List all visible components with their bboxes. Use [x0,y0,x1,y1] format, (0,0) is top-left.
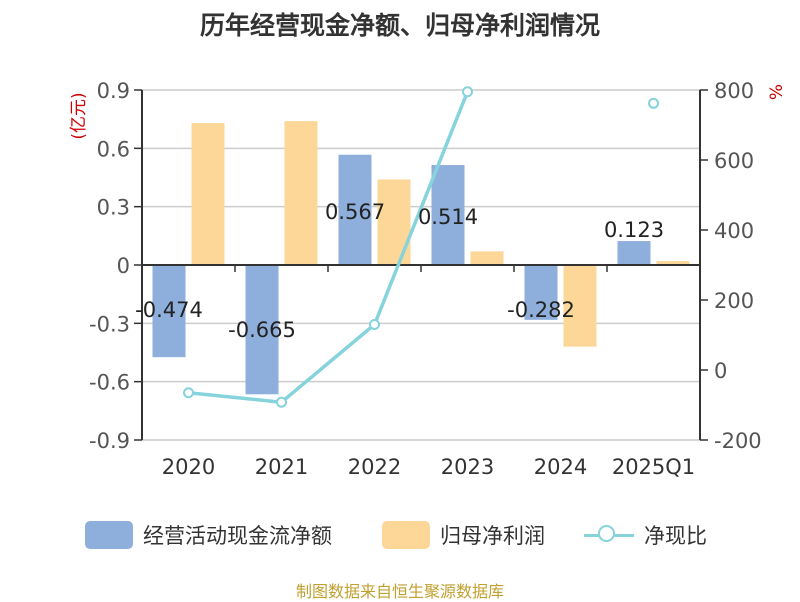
y-right-tick-label: 200 [714,289,754,313]
bar-profit [563,265,597,347]
bar-cash [617,241,651,265]
source-note: 制图数据来自恒生聚源数据库 [295,582,504,601]
data-label: 0.123 [604,218,664,242]
legend: 经营活动现金流净额 归母净利润 净现比 [0,518,800,552]
data-label: -0.282 [507,298,575,322]
bar-profit [284,121,318,265]
y-left-unit-label: (亿元) [69,92,89,139]
bar-cash [152,265,186,358]
axis-layer: 0.9 0.6 0.3 0 -0.3 -0.6 -0.9 800 600 400 200 0 -200 2… [69,79,787,479]
ratio-line [188,91,470,404]
legend-item-profit[interactable]: 归母净利润 [382,518,545,552]
bar-profit [656,261,690,265]
x-tick-label: 2021 [255,455,308,479]
bar-cash [431,165,465,265]
data-label: 0.567 [325,200,385,224]
bar-cash [524,265,558,320]
x-tick-label: 2025Q1 [612,455,695,479]
ratio-point [462,86,473,98]
y-right-tick-label: -200 [714,429,762,453]
y-left-tick-label: 0.3 [97,196,130,220]
ratio-point [369,319,380,330]
data-label-layer: -0.474 -0.665 0.567 0.514 -0.282 0.123 [135,200,664,342]
bar-cash [338,154,372,265]
y-left-tick-label: 0 [117,254,130,278]
bar-layer [152,121,690,395]
y-right-tick-label: 400 [714,219,754,243]
ratio-point [648,97,659,109]
y-right-tick-label: 0 [714,359,727,383]
x-tick-label: 2023 [441,455,494,479]
data-label: -0.474 [135,298,203,322]
y-left-tick-label: 0.9 [97,79,130,103]
legend-label-cash: 经营活动现金流净额 [143,524,332,548]
x-tick-label: 2022 [348,455,401,479]
legend-item-ratio[interactable]: 净现比 [584,518,707,552]
y-right-tick-label: 800 [714,79,754,103]
y-left-tick-label: 0.6 [97,137,130,161]
data-label: -0.665 [228,318,296,342]
y-right-unit-label: % [767,84,787,100]
y-left-tick-label: -0.3 [89,312,130,336]
legend-item-cash[interactable]: 经营活动现金流净额 [85,518,332,552]
bar-profit [470,251,504,265]
legend-swatch-profit [382,521,430,549]
y-right-tick-label: 600 [714,149,754,173]
ratio-point [276,396,287,408]
line-layer [183,86,659,408]
y-left-tick-label: -0.6 [89,371,130,395]
legend-line-marker-icon [584,521,634,549]
chart-title: 历年经营现金净额、归母净利润情况 [199,11,600,40]
data-label: 0.514 [418,205,478,229]
legend-label-profit: 归母净利润 [440,524,545,548]
ratio-point [183,387,194,399]
bar-cash [245,265,279,395]
x-tick-label: 2020 [162,455,215,479]
bar-profit [191,123,225,265]
x-tick-label: 2024 [534,455,587,479]
y-left-tick-label: -0.9 [89,429,130,453]
legend-label-ratio: 净现比 [644,524,707,548]
legend-swatch-cash [85,521,133,549]
